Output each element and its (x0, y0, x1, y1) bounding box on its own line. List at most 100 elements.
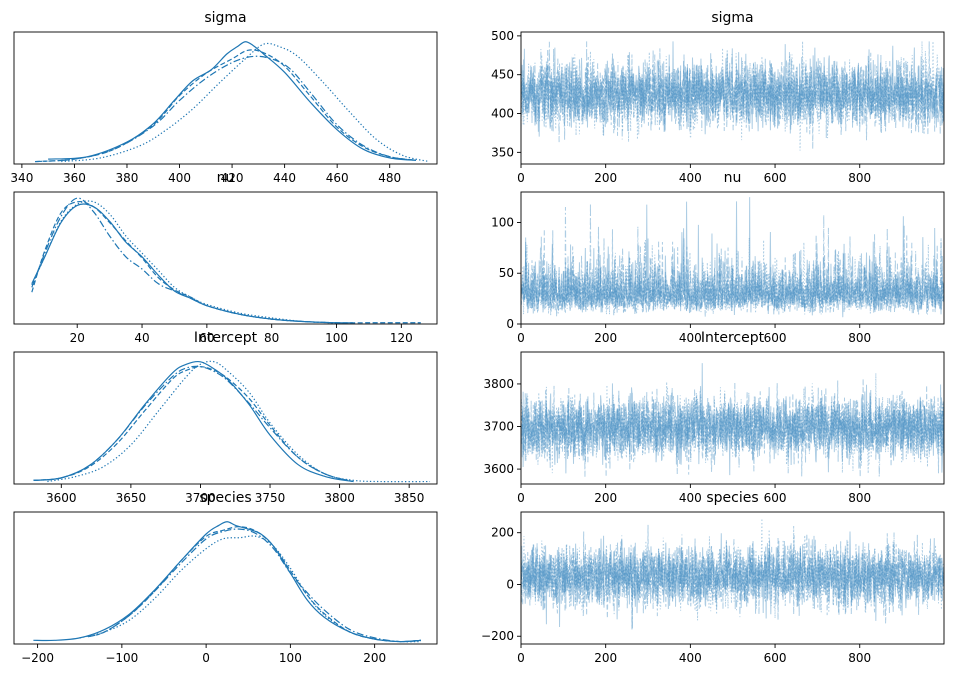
sigma-trace-chain-2-trace (521, 41, 944, 149)
species-kde-title: species (199, 490, 251, 506)
intercept-trace-ytick-label: 3600 (483, 462, 514, 476)
sigma-trace-xtick-label: 200 (594, 171, 617, 185)
sigma-trace-frame (520, 31, 945, 165)
sigma-trace-ytick-label: 350 (491, 145, 514, 159)
sigma-trace-xtick-label: 400 (679, 171, 702, 185)
intercept-trace-plot-area (521, 363, 944, 477)
intercept-kde-xtick-label: 3600 (46, 491, 77, 505)
intercept-trace-chain-3-trace (521, 380, 944, 477)
nu-kde-xtick-label: 100 (325, 331, 348, 345)
sigma-trace-xtick-label: 800 (848, 171, 871, 185)
sigma-trace-ytick-label: 500 (491, 29, 514, 43)
sigma-kde-xtick-label: 460 (326, 171, 349, 185)
nu-kde-chain-solid-line (31, 203, 353, 324)
sigma-kde-xtick-label: 420 (221, 171, 244, 185)
sigma-kde-plot-area (34, 41, 430, 163)
intercept-kde-xtick-label: 3750 (255, 491, 286, 505)
nu-trace-chain-2-trace (521, 229, 944, 318)
sigma-kde-title: sigma (204, 10, 246, 26)
nu-kde-xtick-label: 40 (134, 331, 149, 345)
nu-kde-title: nu (217, 170, 235, 186)
species-kde-chain-solid-line (33, 521, 422, 643)
sigma-kde-panel: 340 360 380 400 420 440 460 480 sigma (10, 10, 438, 185)
intercept-trace-chain-2-trace (521, 378, 944, 477)
sigma-kde-chain-dotted-line (61, 42, 430, 163)
species-kde-xtick-label: −100 (105, 651, 138, 665)
species-kde-plot-area (33, 521, 422, 643)
nu-kde-xtick-label: 80 (264, 331, 279, 345)
sigma-kde-xtick-label: 400 (168, 171, 191, 185)
sigma-kde-xtick-label: 440 (273, 171, 296, 185)
intercept-trace-ytick-label: 3700 (483, 420, 514, 434)
nu-trace-xtick-label: 800 (848, 331, 871, 345)
species-kde-chain-dotted-line (79, 535, 421, 643)
sigma-trace-chain-1-trace (521, 41, 944, 137)
intercept-trace-frame (520, 351, 945, 485)
intercept-kde-chain-dashed-line (33, 366, 354, 483)
sigma-trace-plot-area (521, 41, 944, 151)
species-trace-ytick-label: 0 (506, 577, 514, 591)
species-trace-xtick-label: 400 (679, 651, 702, 665)
nu-kde-plot-area (31, 197, 421, 324)
nu-trace-xtick-label: 400 (679, 331, 702, 345)
species-trace-plot-area (521, 518, 944, 630)
species-trace-xtick-label: 800 (848, 651, 871, 665)
intercept-kde-xtick-label: 3700 (185, 491, 216, 505)
nu-trace-title: nu (724, 170, 742, 186)
intercept-kde-xtick-label: 3850 (394, 491, 425, 505)
species-kde-chain-dashdot-line (87, 528, 422, 643)
intercept-trace-xtick-label: 800 (848, 491, 871, 505)
nu-kde-chain-dashdot-line (31, 197, 337, 324)
nu-kde-xtick-label: 120 (390, 331, 413, 345)
nu-trace-chain-4-trace (521, 237, 944, 316)
nu-trace-ytick-label: 50 (499, 266, 514, 280)
intercept-kde-chain-dashdot-line (33, 365, 354, 483)
sigma-trace-ytick-label: 450 (491, 68, 514, 82)
intercept-trace-chain-1-trace (521, 363, 944, 476)
intercept-trace-chain-4-trace (521, 373, 944, 474)
species-trace-chain-2-trace (521, 524, 944, 630)
intercept-trace-xtick-label: 400 (679, 491, 702, 505)
species-kde-xtick-label: 0 (202, 651, 210, 665)
species-trace-frame (520, 511, 945, 645)
nu-kde-chain-dashed-line (31, 200, 421, 324)
intercept-trace-xtick-label: 200 (594, 491, 617, 505)
sigma-trace-panel: 0 200 400 600 800 350 400 450 500 sigma (491, 10, 945, 185)
nu-trace-frame (520, 191, 945, 325)
sigma-kde-xtick-label: 340 (10, 171, 33, 185)
intercept-kde-xtick-label: 3800 (324, 491, 355, 505)
intercept-kde-chain-dotted-line (47, 360, 431, 483)
intercept-trace-title: Intercept (701, 330, 765, 346)
species-trace-chain-4-trace (521, 518, 944, 621)
nu-kde-panel: 20 40 60 80 100 120 nu (13, 170, 438, 345)
sigma-trace-title: sigma (711, 10, 753, 26)
species-trace-chain-1-trace (521, 531, 944, 627)
species-kde-xtick-label: −200 (21, 651, 54, 665)
intercept-trace-panel: 0 200 400 600 800 3600 3700 3800 Intercept (483, 330, 945, 505)
nu-kde-xtick-label: 60 (199, 331, 214, 345)
species-kde-panel: −200 −100 0 100 200 species (13, 490, 438, 665)
nu-kde-chain-dotted-line (31, 200, 337, 324)
intercept-kde-xtick-label: 3650 (116, 491, 147, 505)
species-kde-xtick-label: 200 (363, 651, 386, 665)
intercept-kde-plot-area (33, 360, 431, 483)
sigma-kde-xtick-label: 480 (378, 171, 401, 185)
nu-trace-ytick-label: 100 (491, 215, 514, 229)
sigma-trace-xtick-label: 600 (764, 171, 787, 185)
sigma-kde-chain-dashdot-line (34, 55, 417, 163)
sigma-kde-frame (13, 31, 438, 165)
sigma-trace-xtick-label: 0 (517, 171, 525, 185)
intercept-kde-frame (13, 351, 438, 485)
intercept-kde-panel: 3600 3650 3700 3750 3800 3850 Intercept (13, 330, 438, 505)
species-kde-xtick-label: 100 (279, 651, 302, 665)
nu-trace-xtick-label: 0 (517, 331, 525, 345)
species-trace-xtick-label: 200 (594, 651, 617, 665)
sigma-trace-chain-3-trace (521, 41, 944, 143)
species-trace-xtick-label: 600 (764, 651, 787, 665)
nu-kde-frame (13, 191, 438, 325)
nu-trace-chain-3-trace (521, 203, 944, 316)
sigma-kde-xtick-label: 380 (116, 171, 139, 185)
sigma-kde-chain-dashed-line (34, 49, 417, 163)
